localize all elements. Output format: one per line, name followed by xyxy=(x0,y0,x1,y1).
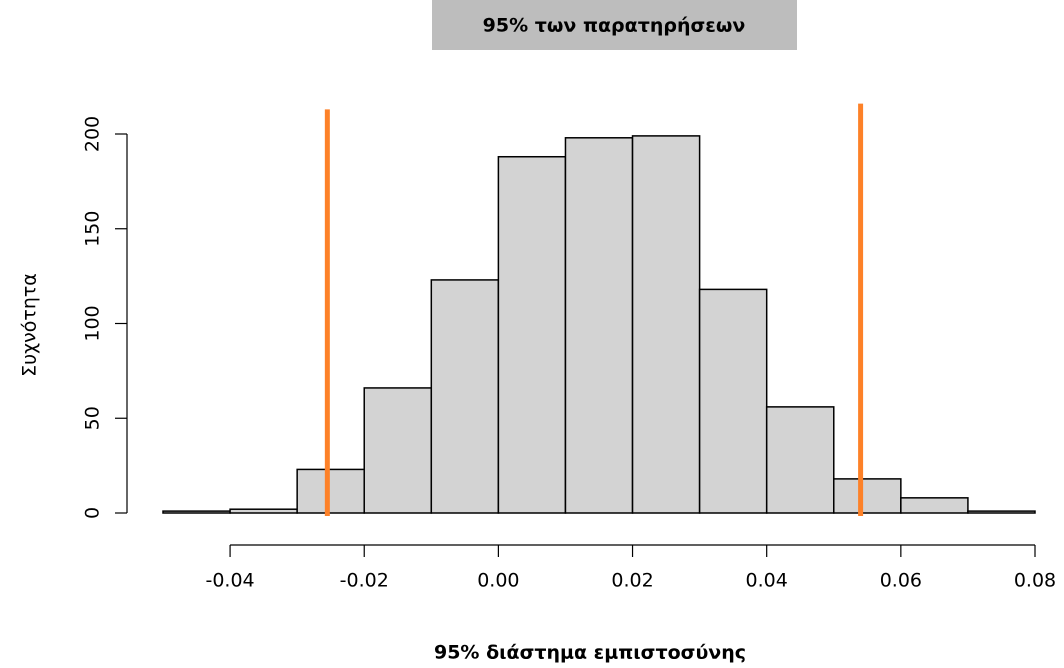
bar xyxy=(162,510,231,514)
bar xyxy=(497,155,567,514)
y-tick-label: 0 xyxy=(82,507,104,519)
bar xyxy=(564,137,634,514)
chart-title: 95% των παρατηρήσεων xyxy=(483,15,746,37)
x-tick-label: 0.00 xyxy=(477,570,519,592)
bar xyxy=(900,497,969,514)
x-tick-label: -0.04 xyxy=(205,570,254,592)
bar xyxy=(631,135,701,514)
bar xyxy=(765,406,835,514)
bar xyxy=(967,510,1036,514)
bar xyxy=(698,288,768,514)
x-tick-label: 0.04 xyxy=(746,570,788,592)
x-tick-label: 0.08 xyxy=(1014,570,1056,592)
bar xyxy=(363,387,433,514)
x-tick-label: 0.06 xyxy=(880,570,922,592)
y-axis-label: Συχνότητα xyxy=(19,273,41,377)
x-tick-label: 0.02 xyxy=(611,570,653,592)
y-tick-label: 50 xyxy=(82,406,104,430)
y-tick-label: 150 xyxy=(82,211,104,247)
bar xyxy=(229,508,298,514)
x-axis-label: 95% διάστημα εμπιστοσύνης xyxy=(434,642,746,664)
y-tick-label: 100 xyxy=(82,305,104,341)
bar xyxy=(430,279,500,514)
bar xyxy=(296,468,365,514)
x-tick-label: -0.02 xyxy=(340,570,389,592)
bar xyxy=(833,478,902,514)
title-box xyxy=(432,0,797,50)
y-tick-label: 200 xyxy=(82,116,104,152)
